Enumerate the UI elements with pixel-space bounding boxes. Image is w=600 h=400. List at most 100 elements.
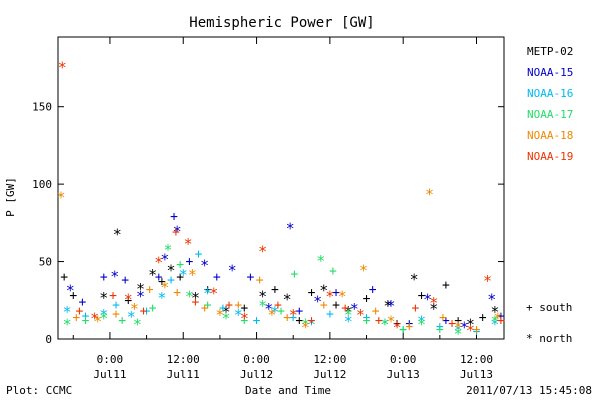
data-point-south: +	[204, 298, 212, 313]
data-point-north: *	[386, 312, 395, 330]
data-point-south: +	[363, 292, 371, 307]
legend-entry: NOAA-19	[527, 150, 573, 163]
data-point-north: *	[383, 297, 392, 315]
data-point-north: *	[93, 312, 102, 330]
x-tick-time-label: 12:00	[167, 353, 200, 366]
data-point-north: *	[191, 289, 200, 307]
legend-entry: NOAA-18	[527, 129, 573, 142]
data-point-north: *	[160, 250, 169, 268]
data-point-south: +	[399, 323, 407, 338]
data-point-south: +	[143, 304, 151, 319]
data-point-north: *	[99, 289, 108, 307]
data-point-north: *	[344, 306, 353, 324]
data-point-north: *	[160, 278, 169, 296]
x-tick-date-label: Jul12	[313, 368, 346, 381]
data-point-south: +	[473, 324, 481, 339]
data-point-south: +	[497, 313, 505, 328]
x-axis-ticks: 0:00 Jul11 12:00 Jul11 0:00 Jul12 12:00 Jul12 0:…	[72, 37, 493, 381]
x-tick-date-label: Jul13	[387, 368, 420, 381]
data-point-south: +	[277, 304, 285, 319]
data-point-north: *	[163, 241, 172, 259]
data-point-north: *	[289, 306, 298, 324]
data-point-north: *	[209, 285, 218, 303]
data-point-south: +	[405, 317, 413, 332]
data-point-north: *	[188, 266, 197, 284]
data-point-south: +	[405, 320, 413, 335]
data-point-north: *	[454, 322, 463, 340]
x-tick-date-label: Jul11	[93, 368, 126, 381]
data-point-south: +	[341, 301, 349, 316]
data-point-south: +	[109, 289, 117, 304]
data-point-south: +	[176, 270, 184, 285]
data-point-south: +	[253, 313, 261, 328]
data-point-south: +	[172, 225, 180, 240]
data-point-south: +	[326, 307, 334, 322]
data-point-north: *	[270, 303, 279, 321]
data-point-south: +	[375, 313, 383, 328]
data-point-north: *	[184, 235, 193, 253]
data-point-north: *	[221, 303, 230, 321]
data-point-north: *	[417, 312, 426, 330]
data-point-north: *	[490, 312, 499, 330]
x-tick-time-label: 12:00	[313, 353, 346, 366]
data-point-south: +	[332, 286, 340, 301]
data-point-south: +	[79, 295, 87, 310]
data-point-south: +	[369, 282, 377, 297]
data-point-north: *	[454, 325, 463, 343]
data-point-south: +	[124, 293, 132, 308]
data-point-south: +	[167, 273, 175, 288]
data-point-north: *	[454, 319, 463, 337]
data-point-south: +	[308, 286, 316, 301]
data-point-south: +	[185, 255, 193, 270]
data-point-north: *	[57, 189, 66, 207]
data-point-south: +	[201, 301, 209, 316]
data-point-north: *	[393, 319, 402, 337]
data-point-north: *	[466, 322, 475, 340]
data-point-south: +	[289, 310, 297, 325]
data-point-south: +	[112, 298, 120, 313]
data-point-south: +	[283, 310, 291, 325]
data-point-south: +	[170, 210, 178, 225]
data-points: ++ **+** +* +* +* +* +*++ *+ *+ *+*+*++ * + **++ * +*+…	[57, 58, 505, 342]
data-point-north: *	[258, 297, 267, 315]
footer-plot-credit: Plot: CCMC	[6, 384, 72, 397]
legend-entry: NOAA-15	[527, 66, 573, 79]
data-point-south: +	[393, 317, 401, 332]
data-point-north: *	[221, 309, 230, 327]
data-point-south: +	[439, 310, 447, 325]
data-point-south: +	[219, 301, 227, 316]
data-point-north: *	[356, 306, 365, 324]
data-point-south: +	[274, 298, 282, 313]
data-point-north: *	[301, 316, 310, 334]
data-point-south: +	[411, 301, 419, 316]
x-tick-time-label: 0:00	[97, 353, 124, 366]
legend-entry: METP-02	[527, 45, 573, 58]
data-point-south: +	[418, 289, 426, 304]
footer-timestamp: 2011/07/13 15:45:08	[466, 384, 592, 397]
data-point-north: *	[429, 294, 438, 312]
data-point-north: *	[99, 306, 108, 324]
data-point-north: *	[234, 306, 243, 324]
data-point-north: *	[380, 316, 389, 334]
data-point-north: *	[173, 223, 182, 241]
data-point-south: +	[332, 298, 340, 313]
data-point-south: +	[363, 313, 371, 328]
data-point-north: *	[258, 288, 267, 306]
data-point-north: *	[417, 316, 426, 334]
data-point-north: *	[487, 291, 496, 309]
data-point-south: +	[442, 313, 450, 328]
data-point-south: +	[155, 270, 163, 285]
data-point-north: *	[133, 316, 142, 334]
data-point-north: *	[301, 319, 310, 337]
data-point-north: *	[267, 306, 276, 324]
data-point-north: *	[113, 226, 122, 244]
data-point-north: *	[286, 219, 295, 237]
data-point-north: *	[466, 316, 475, 334]
data-point-south: +	[82, 313, 90, 328]
data-point-north: *	[136, 280, 145, 298]
data-point-south: +	[295, 313, 303, 328]
marker-legend: + south * north	[526, 301, 572, 345]
data-point-north: *	[127, 308, 136, 326]
data-point-north: *	[386, 297, 395, 315]
data-point-south: +	[173, 286, 181, 301]
